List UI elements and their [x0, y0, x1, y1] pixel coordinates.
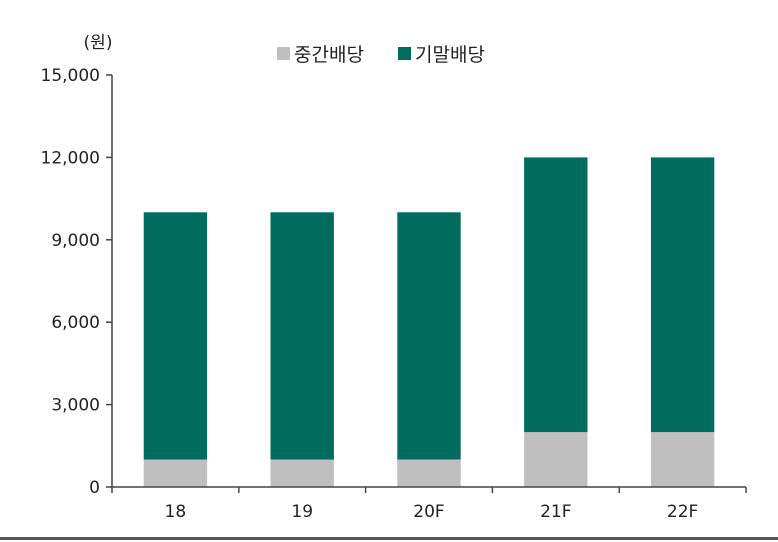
x-tick-label: 18 — [165, 502, 187, 522]
x-axis: 18 19 20F 21F 22F — [111, 486, 747, 522]
y-tick-label: 15,000 — [41, 66, 100, 86]
bar-interim-18 — [143, 459, 208, 487]
x-tick-label: 21F — [540, 502, 571, 522]
y-tick-label: 9,000 — [51, 231, 100, 251]
bar-final-20F — [397, 212, 461, 460]
y-tick-label: 0 — [89, 478, 100, 498]
y-axis-unit: (원) — [84, 33, 113, 53]
y-tick-label: 3,000 — [51, 396, 100, 416]
bar-interim-20F — [397, 459, 461, 487]
bar-final-22F — [650, 157, 715, 433]
bar-interim-19 — [270, 459, 334, 487]
bar-interim-22F — [650, 432, 715, 487]
legend-label-final: 기말배당 — [415, 44, 485, 66]
y-axis: 0 3,000 6,000 9,000 12,000 15,000 — [41, 66, 113, 498]
x-tick-label: 19 — [291, 502, 313, 522]
bar-final-19 — [270, 212, 334, 460]
y-tick-label: 6,000 — [51, 313, 100, 333]
legend-swatch-interim — [277, 47, 290, 60]
legend-swatch-final — [398, 47, 411, 60]
legend-label-interim: 중간배당 — [294, 44, 364, 66]
bottom-rule — [0, 537, 778, 540]
bar-final-18 — [143, 212, 208, 460]
legend: 중간배당 기말배당 — [277, 44, 485, 66]
bar-final-21F — [524, 157, 588, 433]
bar-interim-21F — [524, 432, 588, 487]
x-tick-label: 22F — [667, 502, 698, 522]
bars-group — [143, 157, 715, 487]
y-tick-label: 12,000 — [41, 148, 100, 168]
x-tick-label: 20F — [413, 502, 444, 522]
